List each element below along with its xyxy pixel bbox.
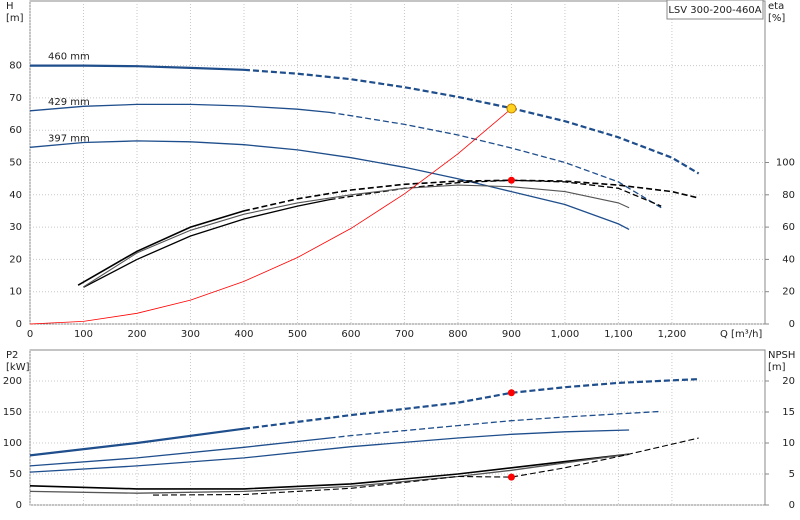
curve (29, 410, 662, 467)
x-tick-label: 300 (181, 329, 200, 340)
y2-axis-label: eta (768, 1, 784, 12)
y-tick-label: 50 (9, 469, 22, 480)
operating-point (506, 103, 517, 114)
y-tick-label: 30 (9, 222, 22, 233)
chart-title: LSV 300-200-460A (668, 5, 761, 16)
y-tick-label: 70 (9, 93, 22, 104)
y-axis-label: H (6, 1, 14, 12)
y2-tick-label: 0 (789, 319, 795, 330)
curve (29, 140, 630, 230)
x-tick-label: 400 (234, 329, 253, 340)
y-tick-label: 40 (9, 190, 22, 201)
x-tick-label: 1,200 (658, 329, 687, 340)
x-tick-label: 1,100 (604, 329, 633, 340)
curve (83, 179, 662, 288)
y2-tick-label: 5 (789, 469, 795, 480)
y2-axis-label: [m] (768, 362, 786, 373)
x-tick-label: 1,000 (551, 329, 580, 340)
curve (152, 437, 699, 496)
operating-point (507, 176, 515, 184)
curve (29, 453, 630, 490)
y-axis-label: [m] (6, 13, 24, 24)
y2-tick-label: 0 (789, 500, 795, 511)
y-axis-label: P2 (6, 350, 18, 361)
curve-label: 397 mm (48, 133, 90, 144)
y-tick-label: 80 (9, 61, 22, 72)
curve (83, 184, 630, 288)
y-tick-label: 0 (16, 500, 22, 511)
x-tick-label: 100 (74, 329, 93, 340)
y2-axis-label: [%] (768, 13, 785, 24)
x-tick-label: 500 (288, 329, 307, 340)
y2-axis-label: NPSH (768, 350, 795, 361)
y2-tick-label: 20 (782, 376, 795, 387)
y-tick-label: 20 (9, 254, 22, 265)
y2-tick-label: 10 (782, 438, 795, 449)
y-tick-label: 50 (9, 158, 22, 169)
curve (29, 108, 512, 325)
y2-tick-label: 60 (782, 222, 795, 233)
curve-label: 460 mm (48, 52, 90, 63)
curve (29, 453, 630, 494)
curve (77, 179, 699, 286)
x-tick-label: 900 (502, 329, 521, 340)
curve (29, 429, 630, 473)
y2-tick-label: 100 (776, 158, 795, 169)
operating-point (507, 473, 515, 481)
y-tick-label: 200 (3, 376, 22, 387)
x-tick-label: 700 (395, 329, 414, 340)
y2-tick-label: 80 (782, 190, 795, 201)
x-tick-label: 200 (127, 329, 146, 340)
y-axis-label: [kW] (6, 362, 30, 373)
x-axis-label: Q [m³/h] (720, 329, 762, 340)
curve (30, 64, 700, 175)
curve-label: 429 mm (48, 97, 90, 108)
x-tick-label: 0 (27, 329, 33, 340)
curve (29, 378, 699, 457)
x-tick-label: 800 (448, 329, 467, 340)
curve (29, 103, 662, 209)
y-tick-label: 100 (3, 438, 22, 449)
title-box (666, 0, 764, 20)
y2-tick-label: 20 (782, 287, 795, 298)
plot-frame (29, 349, 766, 506)
y-tick-label: 0 (16, 319, 22, 330)
operating-point (507, 389, 515, 397)
y-tick-label: 150 (3, 407, 22, 418)
x-tick-label: 600 (341, 329, 360, 340)
y-tick-label: 60 (9, 125, 22, 136)
y-tick-label: 10 (9, 287, 22, 298)
y2-tick-label: 40 (782, 254, 795, 265)
y2-tick-label: 15 (782, 407, 795, 418)
